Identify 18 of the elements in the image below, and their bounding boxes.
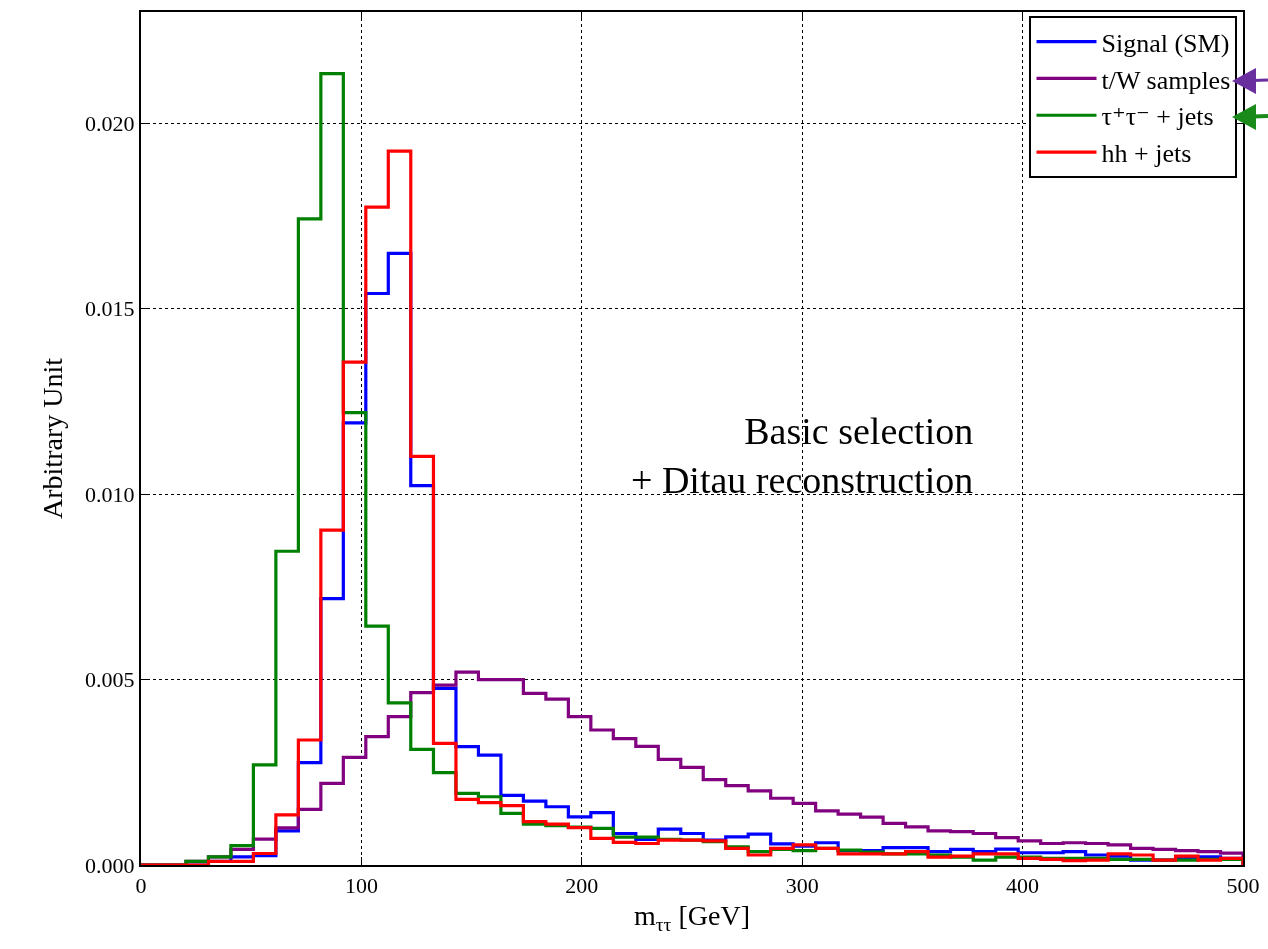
annotation: Basic selection + Ditau reconstruction: [631, 410, 974, 502]
x-tick-label: 200: [565, 873, 599, 899]
y-tick-label: 0.010: [85, 481, 135, 507]
x-tick-label: 300: [785, 873, 819, 899]
y-axis-title: Arbitrary Unit: [37, 357, 69, 519]
legend-label: τ⁺τ⁻ + jets: [1101, 102, 1214, 132]
x-tick-label: 100: [344, 873, 378, 899]
x-tick-label: 500: [1226, 873, 1260, 899]
x-tick-label: 400: [1006, 873, 1040, 899]
y-tick-label: 0.005: [85, 667, 135, 693]
legend-label: Signal (SM): [1101, 28, 1230, 58]
y-tick-label: 0.015: [85, 296, 135, 322]
x-tick-label: 0: [135, 873, 147, 899]
legend-label: t/W samples: [1101, 65, 1231, 95]
y-tick-label: 0.020: [85, 110, 135, 136]
x-axis-title: m$_{ττ}$ [GeV]: [633, 900, 751, 935]
y-tick-label: 0.000: [85, 852, 135, 878]
legend-label: hh + jets: [1101, 139, 1192, 169]
